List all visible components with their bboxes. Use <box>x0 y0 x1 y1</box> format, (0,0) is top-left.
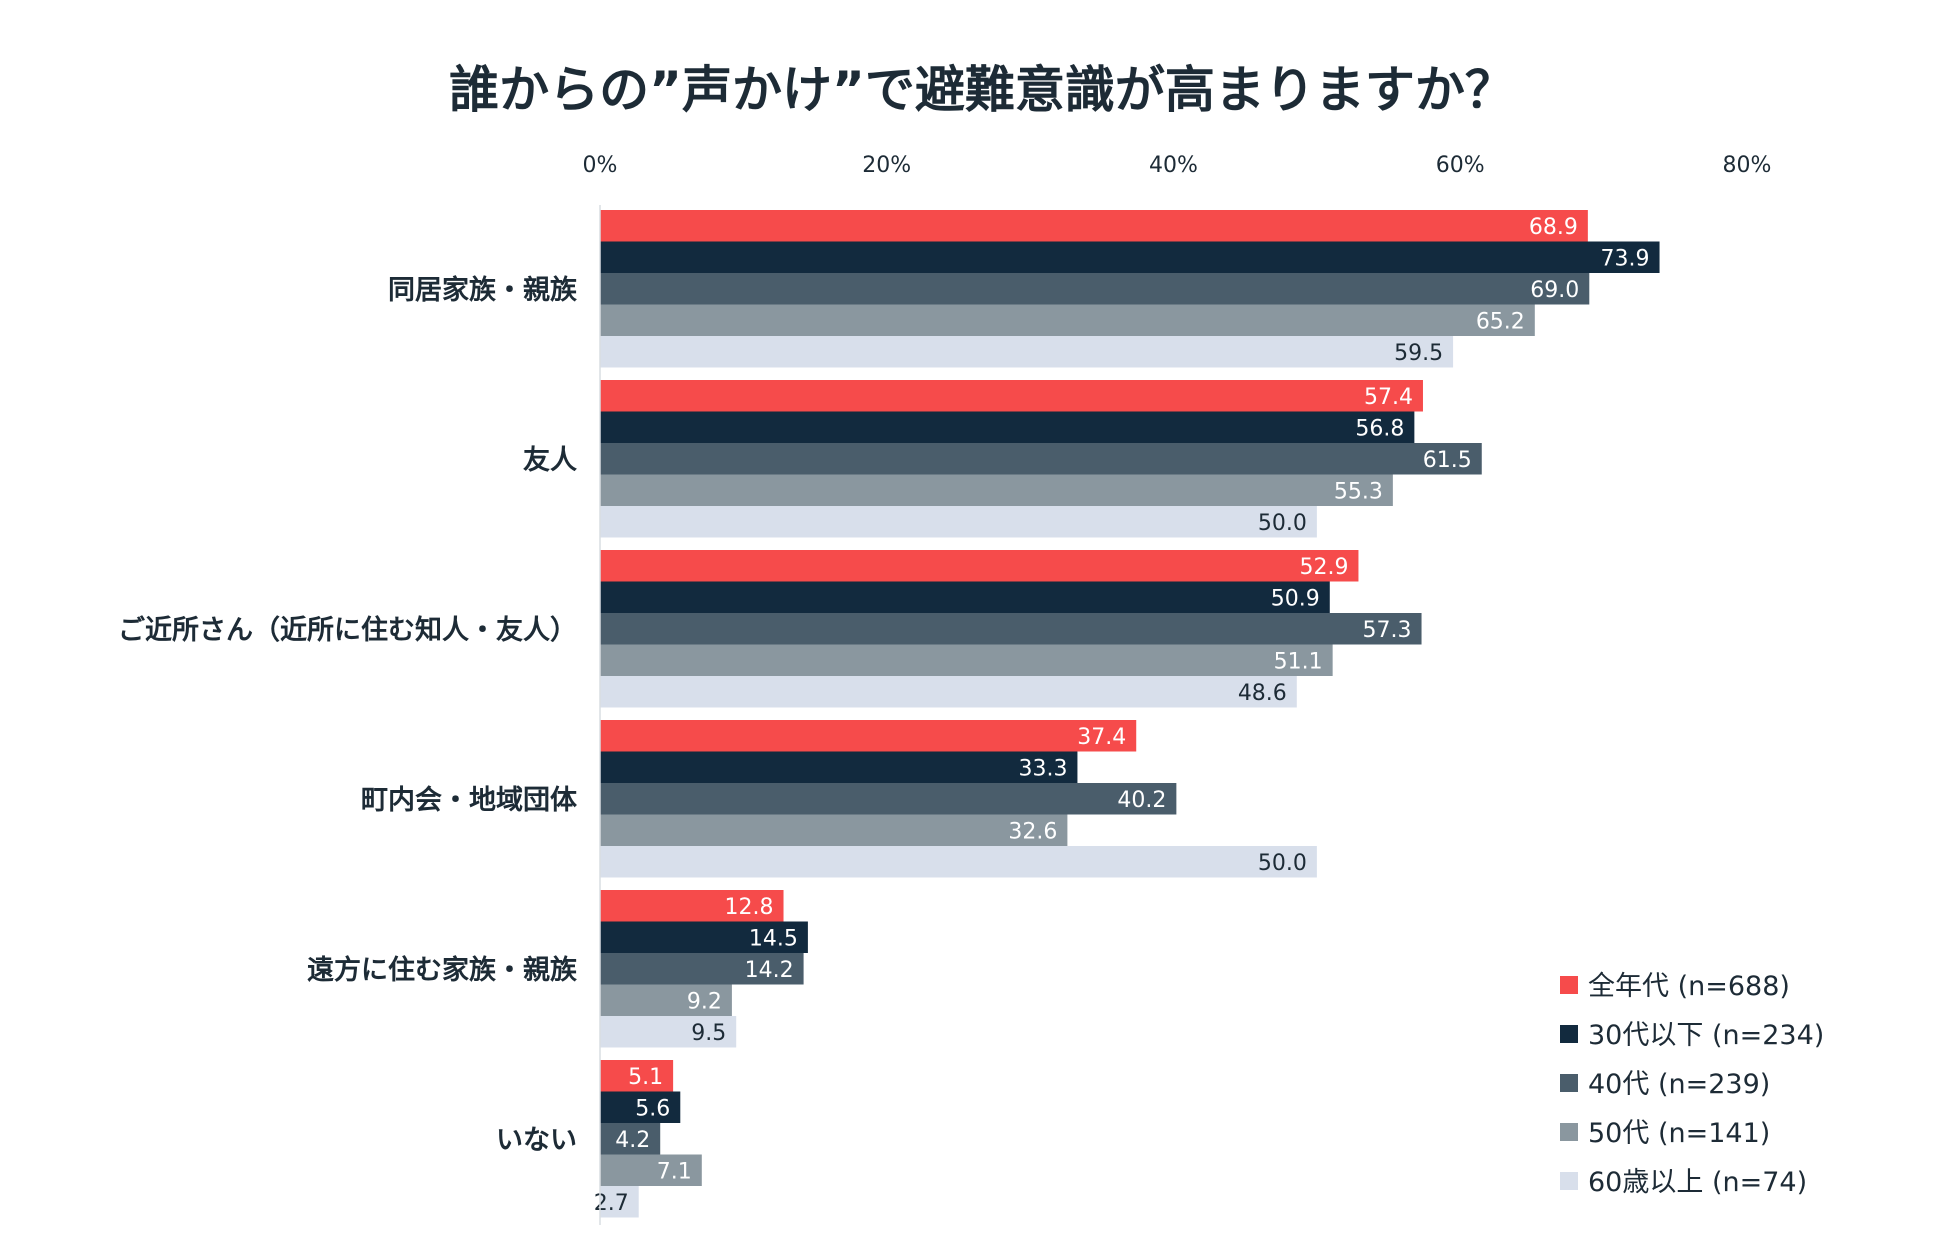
bar <box>600 1186 639 1218</box>
bar-value-label: 51.1 <box>1274 649 1323 674</box>
category-label: ご近所さん（近所に住む知人・友人） <box>118 614 577 646</box>
bar-value-label: 37.4 <box>1077 725 1126 750</box>
bar-value-label: 14.5 <box>749 926 798 951</box>
bar <box>600 380 1423 412</box>
bar-value-label: 73.9 <box>1601 246 1650 271</box>
bar <box>600 1123 661 1155</box>
bar-value-label: 12.8 <box>725 895 774 920</box>
x-tick-label: 80% <box>1723 153 1772 178</box>
bar-value-label: 5.1 <box>628 1065 663 1090</box>
bar-value-label: 33.3 <box>1018 756 1067 781</box>
bar-value-label: 56.8 <box>1355 416 1404 441</box>
bar-value-label: 52.9 <box>1299 555 1348 580</box>
bar-value-label: 55.3 <box>1334 479 1383 504</box>
bar <box>600 550 1359 582</box>
bar <box>600 1091 681 1123</box>
legend-swatch <box>1560 1172 1578 1190</box>
bar <box>600 336 1454 368</box>
bar <box>600 921 808 953</box>
bar <box>600 613 1422 645</box>
x-tick-label: 0% <box>583 153 618 178</box>
x-tick-label: 60% <box>1436 153 1485 178</box>
bar <box>600 506 1317 538</box>
bar-value-label: 50.9 <box>1271 586 1320 611</box>
bar-value-label: 50.0 <box>1258 511 1307 536</box>
bar <box>600 581 1330 613</box>
bar <box>600 676 1297 708</box>
bar-value-label: 9.5 <box>691 1021 726 1046</box>
bar <box>600 443 1482 475</box>
legend-label: 40代 (n=239) <box>1588 1069 1770 1100</box>
category-label: 同居家族・親族 <box>388 274 578 306</box>
bar-value-label: 69.0 <box>1530 278 1579 303</box>
bars <box>600 210 1660 1218</box>
bar <box>600 846 1317 878</box>
bar-value-label: 7.1 <box>657 1159 692 1184</box>
value-labels: 68.9 73.9 69.065.2 59.5 57.4 56.8 61.5 55.3 50.0… <box>594 215 1650 1216</box>
bar <box>600 890 784 922</box>
bar <box>600 1016 737 1048</box>
legend-swatch <box>1560 976 1578 994</box>
bar-value-label: 2.7 <box>594 1191 629 1216</box>
bar-value-label: 65.2 <box>1476 309 1525 334</box>
category-label: 友人 <box>523 445 577 476</box>
bar-value-label: 57.3 <box>1363 618 1412 643</box>
bar <box>600 304 1535 336</box>
bar-value-label: 14.2 <box>745 958 794 983</box>
bar-value-label: 48.6 <box>1238 681 1287 706</box>
x-tick-label: 40% <box>1149 153 1198 178</box>
bar-value-label: 5.6 <box>635 1096 670 1121</box>
x-axis-ticks: 0% 20% 40% 60% 80% <box>583 153 1772 178</box>
legend-swatch <box>1560 1074 1578 1092</box>
bar-value-label: 68.9 <box>1529 215 1578 240</box>
bar <box>600 210 1588 242</box>
x-tick-label: 20% <box>862 153 911 178</box>
bar-value-label: 61.5 <box>1423 448 1472 473</box>
category-label: いない <box>496 1125 577 1156</box>
bar <box>600 1154 702 1186</box>
bar-value-label: 40.2 <box>1117 788 1166 813</box>
bar <box>600 953 804 985</box>
bar <box>600 273 1590 305</box>
legend-label: 50代 (n=141) <box>1588 1118 1770 1149</box>
legend: 全年代 (n=688) 30代以下 (n=234) 40代 (n=239) 50代 (… <box>1560 971 1824 1198</box>
legend-label: 30代以下 (n=234) <box>1588 1020 1824 1051</box>
bar-value-label: 59.5 <box>1394 341 1443 366</box>
bar-value-label: 50.0 <box>1258 851 1307 876</box>
bar-value-label: 32.6 <box>1008 819 1057 844</box>
legend-swatch <box>1560 1025 1578 1043</box>
category-label: 町内会・地域団体 <box>361 785 578 816</box>
bar <box>600 984 732 1016</box>
chart-title: 誰からの”声かけ”で避難意識が高まりますか？ <box>449 61 1515 119</box>
bar <box>600 720 1137 752</box>
legend-swatch <box>1560 1123 1578 1141</box>
bar <box>600 411 1415 443</box>
bar-value-label: 9.2 <box>687 989 722 1014</box>
bar <box>600 814 1068 846</box>
legend-label: 全年代 (n=688) <box>1588 971 1790 1002</box>
bar <box>600 783 1177 815</box>
bar <box>600 241 1660 273</box>
category-label: 遠方に住む家族・親族 <box>307 954 578 986</box>
bar <box>600 751 1078 783</box>
bar <box>600 1060 674 1092</box>
bar <box>600 474 1393 506</box>
bar-value-label: 4.2 <box>615 1128 650 1153</box>
bar-value-label: 57.4 <box>1364 385 1413 410</box>
legend-label: 60歳以上 (n=74) <box>1588 1167 1807 1198</box>
bar <box>600 644 1333 676</box>
